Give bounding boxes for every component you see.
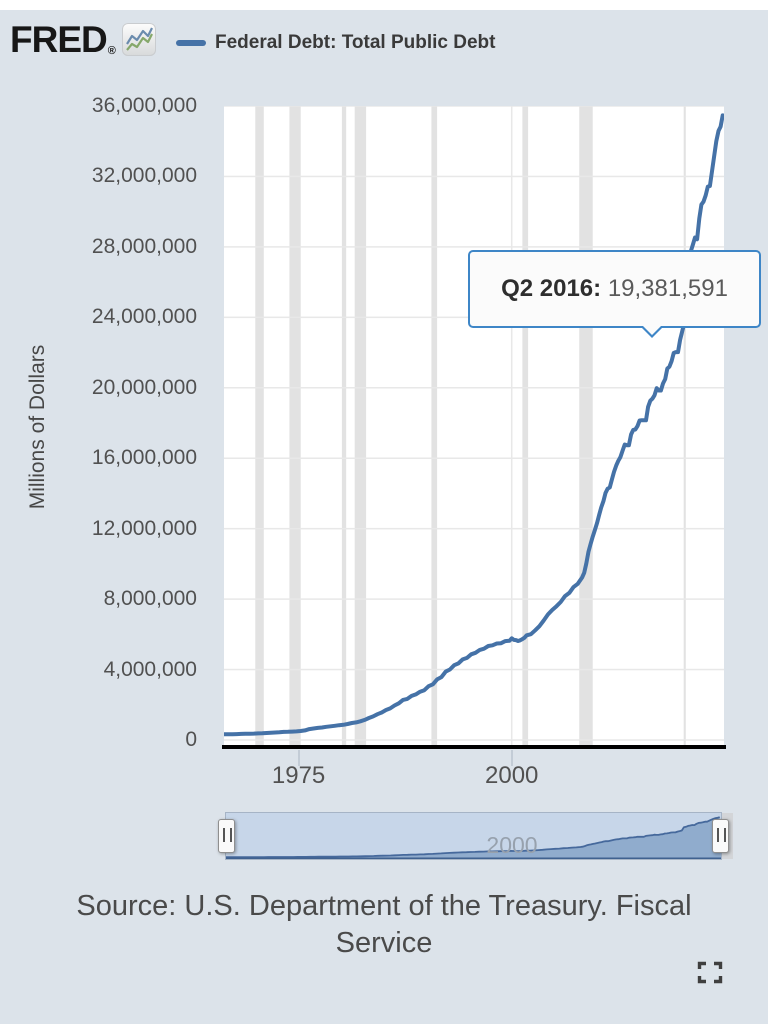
top-strip [0,0,768,10]
vertical-gridline [510,106,513,746]
horizontal-gridline [224,739,724,741]
fullscreen-button[interactable] [696,959,724,987]
recession-band [341,106,347,746]
y-axis-tick-label: 24,000,000 [91,305,197,329]
horizontal-gridline [224,527,724,530]
slider-right-handle[interactable] [712,819,729,853]
horizontal-gridline [224,457,724,459]
recession-band [579,106,593,746]
horizontal-gridline [224,598,724,600]
header: FRED® Federal Debt: Total Public Debt [0,10,768,70]
slider-mini-line [226,816,720,858]
registered-trademark-symbol: ® [107,45,116,57]
drag-grip-icon [223,828,232,842]
x-axis-tick-label: 2000 [485,762,539,789]
fullscreen-expand-icon [697,961,723,984]
x-axis-tick-mark [297,750,300,766]
slider-left-handle[interactable] [218,819,235,853]
horizontal-gridline [224,668,724,671]
y-axis-tick-label: 28,000,000 [91,234,197,258]
tooltip-label: Q2 2016: [501,275,602,302]
tooltip: Q2 2016: 19,381,591 [468,250,761,338]
fred-logo[interactable]: FRED® [10,19,116,60]
y-axis-tick-label: 16,000,000 [91,446,197,470]
slider-baseline [226,857,721,859]
y-axis-tick-label: 4,000,000 [103,657,197,681]
y-axis-tick-label: 32,000,000 [91,164,197,188]
horizontal-gridline [224,105,724,107]
recession-band [683,106,686,746]
plot-area[interactable] [222,105,725,746]
fred-logo-text: FRED [10,19,108,60]
recession-band [354,106,367,746]
recession-band [289,106,301,746]
y-axis-tick-label: 8,000,000 [103,587,197,611]
line-chart-icon [122,23,156,56]
source-text: Source: U.S. Department of the Treasury.… [76,890,692,959]
y-axis-tick-label: 20,000,000 [91,375,197,399]
horizontal-gridline [224,246,724,248]
y-axis-tick-label: 12,000,000 [91,516,197,540]
series-legend[interactable]: Federal Debt: Total Public Debt [176,28,495,58]
recession-band [255,106,264,746]
legend-line-swatch [176,40,206,46]
recession-band [522,106,529,746]
legend-label: Federal Debt: Total Public Debt [215,32,496,53]
y-axis-tick-label: 36,000,000 [91,94,197,117]
recession-band [431,106,438,746]
y-axis-tick-label: 0 [185,728,197,751]
horizontal-gridline [224,387,724,389]
tooltip-value: 19,381,591 [607,275,728,302]
range-slider[interactable]: 2000 [218,812,729,860]
drag-grip-icon [717,828,726,842]
slider-mini-area [226,817,721,858]
y-axis-labels: 0 4,000,000 8,000,000 12,000,000 16,000,000 2… [37,94,197,751]
debt-line [222,113,725,737]
x-axis-line [222,745,726,749]
x-axis-tick-label: 1975 [271,762,326,789]
horizontal-gridline [224,175,724,178]
x-axis-tick-mark [510,750,513,766]
slider-year-label: 2000 [486,832,538,858]
